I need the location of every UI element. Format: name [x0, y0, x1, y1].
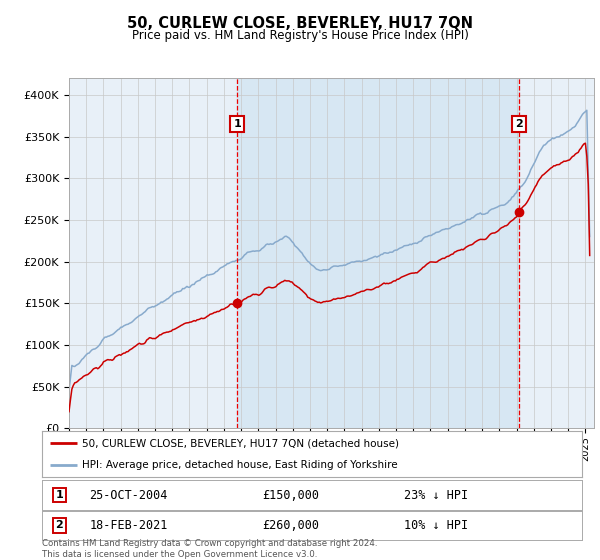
Text: HPI: Average price, detached house, East Riding of Yorkshire: HPI: Average price, detached house, East…: [83, 460, 398, 470]
Text: £260,000: £260,000: [262, 519, 319, 532]
Text: 50, CURLEW CLOSE, BEVERLEY, HU17 7QN (detached house): 50, CURLEW CLOSE, BEVERLEY, HU17 7QN (de…: [83, 438, 400, 448]
Text: 23% ↓ HPI: 23% ↓ HPI: [404, 488, 468, 502]
Text: 10% ↓ HPI: 10% ↓ HPI: [404, 519, 468, 532]
Text: 2: 2: [515, 119, 523, 129]
Text: 50, CURLEW CLOSE, BEVERLEY, HU17 7QN: 50, CURLEW CLOSE, BEVERLEY, HU17 7QN: [127, 16, 473, 31]
Text: Contains HM Land Registry data © Crown copyright and database right 2024.
This d: Contains HM Land Registry data © Crown c…: [42, 539, 377, 559]
Text: Price paid vs. HM Land Registry's House Price Index (HPI): Price paid vs. HM Land Registry's House …: [131, 29, 469, 42]
Text: 18-FEB-2021: 18-FEB-2021: [89, 519, 167, 532]
Text: 1: 1: [233, 119, 241, 129]
Bar: [237, 78, 519, 428]
Text: 25-OCT-2004: 25-OCT-2004: [89, 488, 167, 502]
Text: £150,000: £150,000: [262, 488, 319, 502]
Text: 2: 2: [55, 520, 63, 530]
Text: 1: 1: [55, 490, 63, 500]
